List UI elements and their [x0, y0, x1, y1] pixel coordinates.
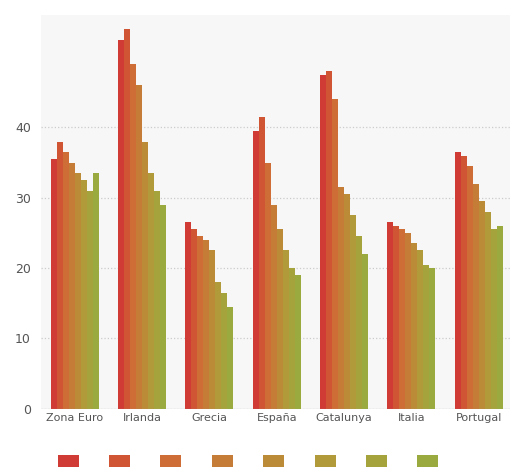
Bar: [326, 71, 332, 409]
Bar: [485, 212, 491, 409]
Bar: [160, 205, 166, 409]
Bar: [154, 191, 160, 409]
Bar: [460, 155, 467, 409]
Bar: [277, 229, 282, 409]
Bar: [271, 205, 277, 409]
Bar: [130, 64, 136, 409]
Bar: [472, 184, 479, 409]
Bar: [497, 226, 502, 409]
Bar: [467, 166, 472, 409]
Bar: [417, 250, 423, 409]
Bar: [338, 187, 344, 409]
Bar: [282, 250, 289, 409]
Bar: [491, 229, 497, 409]
Bar: [350, 215, 356, 409]
Bar: [203, 240, 209, 409]
Bar: [222, 292, 227, 409]
Bar: [362, 254, 368, 409]
Bar: [259, 117, 265, 409]
Bar: [142, 142, 148, 409]
Bar: [411, 244, 417, 409]
Bar: [209, 250, 215, 409]
Bar: [118, 40, 124, 409]
Bar: [265, 163, 271, 409]
Bar: [185, 222, 192, 409]
Bar: [479, 201, 485, 409]
Bar: [192, 229, 197, 409]
Bar: [215, 282, 222, 409]
Bar: [93, 173, 99, 409]
Bar: [227, 307, 233, 409]
Bar: [423, 264, 429, 409]
Bar: [320, 75, 326, 409]
Bar: [75, 173, 81, 409]
Bar: [393, 226, 400, 409]
Bar: [253, 131, 259, 409]
Bar: [124, 29, 130, 409]
Bar: [148, 173, 154, 409]
Bar: [87, 191, 93, 409]
Bar: [429, 268, 435, 409]
Bar: [51, 159, 57, 409]
Bar: [387, 222, 393, 409]
Bar: [295, 275, 301, 409]
Bar: [356, 237, 362, 409]
Bar: [136, 85, 142, 409]
Bar: [289, 268, 295, 409]
Bar: [81, 180, 87, 409]
Bar: [197, 237, 203, 409]
Bar: [455, 152, 460, 409]
Bar: [405, 233, 411, 409]
Bar: [332, 100, 338, 409]
Bar: [57, 142, 63, 409]
Bar: [69, 163, 75, 409]
Legend: 2005, 2006, 2007, 2008, 2009, 2010, 2011, 2012: 2005, 2006, 2007, 2008, 2009, 2010, 2011…: [56, 453, 469, 469]
Bar: [344, 194, 350, 409]
Bar: [400, 229, 405, 409]
Bar: [63, 152, 69, 409]
